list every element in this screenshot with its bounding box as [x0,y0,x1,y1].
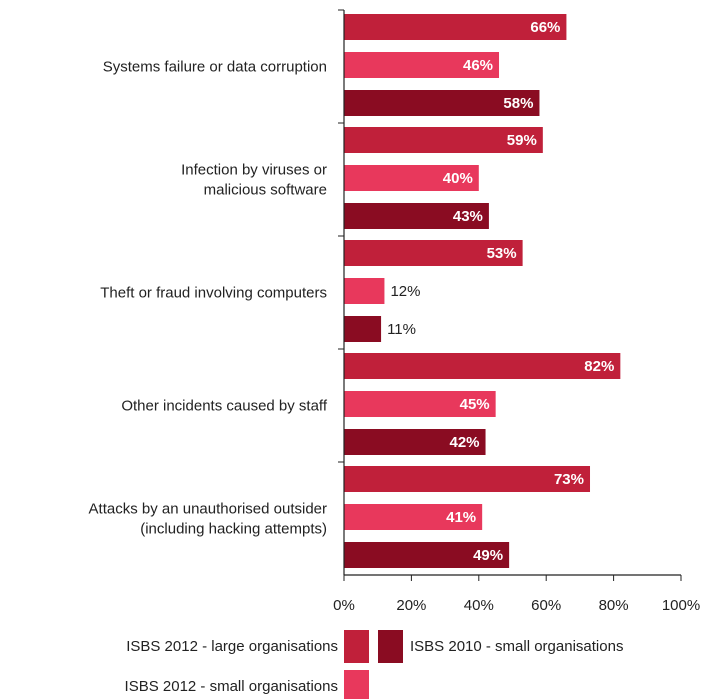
x-axis: 0% 20% 40% 60% 80% 100% [333,9,700,614]
data-label: 73% [554,471,584,488]
data-label: 46% [463,57,493,74]
category-label-line: Attacks by an unauthorised outsider [89,501,327,518]
category-label-line: Other incidents caused by staff [121,398,328,415]
data-label: 66% [530,19,560,36]
legend-swatch [344,630,369,663]
bar [344,90,540,116]
x-tick-label: 40% [464,597,494,614]
category-label-line: Theft or fraud involving computers [100,285,327,302]
x-tick-label: 20% [396,597,426,614]
legend-label: ISBS 2012 - small organisations [125,678,338,695]
category-label: Other incidents caused by staff [121,398,328,415]
legend-swatch [344,670,369,699]
category-label-line: Systems failure or data corruption [103,59,327,76]
bar [344,278,385,304]
data-label: 40% [443,170,473,187]
data-label: 41% [446,509,476,526]
x-tick-label: 80% [599,597,629,614]
category-label: Systems failure or data corruption [103,59,327,76]
category-label-line: (including hacking attempts) [140,521,327,538]
category-labels: Systems failure or data corruption Infect… [89,59,328,538]
data-label: 12% [390,283,420,300]
bar [344,542,510,568]
data-label: 53% [487,245,517,262]
bar [344,504,483,530]
bar [344,165,479,191]
bar [344,391,496,417]
legend: ISBS 2012 - large organisations ISBS 2012… [125,630,623,699]
data-label: 59% [507,132,537,149]
bar [344,14,567,40]
bar [344,316,382,342]
bars-group: 66% 46% 58% 59% 40% 43% 53% 12% 11% 82% 45% 42% 73% 4… [344,14,621,568]
legend-label: ISBS 2010 - small organisations [410,638,623,655]
bar [344,203,489,229]
category-label-line: malicious software [204,182,327,199]
bar [344,240,523,266]
x-tick-label: 100% [662,597,700,614]
legend-label: ISBS 2012 - large organisations [126,638,338,655]
legend-swatch [378,630,403,663]
bar [344,127,543,153]
category-label: Infection by viruses or malicious softwar… [181,162,327,199]
data-label: 49% [473,547,503,564]
category-label: Theft or fraud involving computers [100,285,327,302]
category-label-line: Infection by viruses or [181,162,327,179]
data-label: 42% [450,434,480,451]
bar [344,353,621,379]
bar [344,466,591,492]
x-tick-label: 60% [531,597,561,614]
data-label: 11% [387,321,416,338]
data-label: 58% [503,95,533,112]
data-label: 43% [453,208,483,225]
bar [344,429,486,455]
category-label: Attacks by an unauthorised outsider (incl… [89,501,327,538]
data-label: 45% [460,396,490,413]
bar [344,52,500,78]
x-tick-label: 0% [333,597,355,614]
data-label: 82% [584,358,614,375]
